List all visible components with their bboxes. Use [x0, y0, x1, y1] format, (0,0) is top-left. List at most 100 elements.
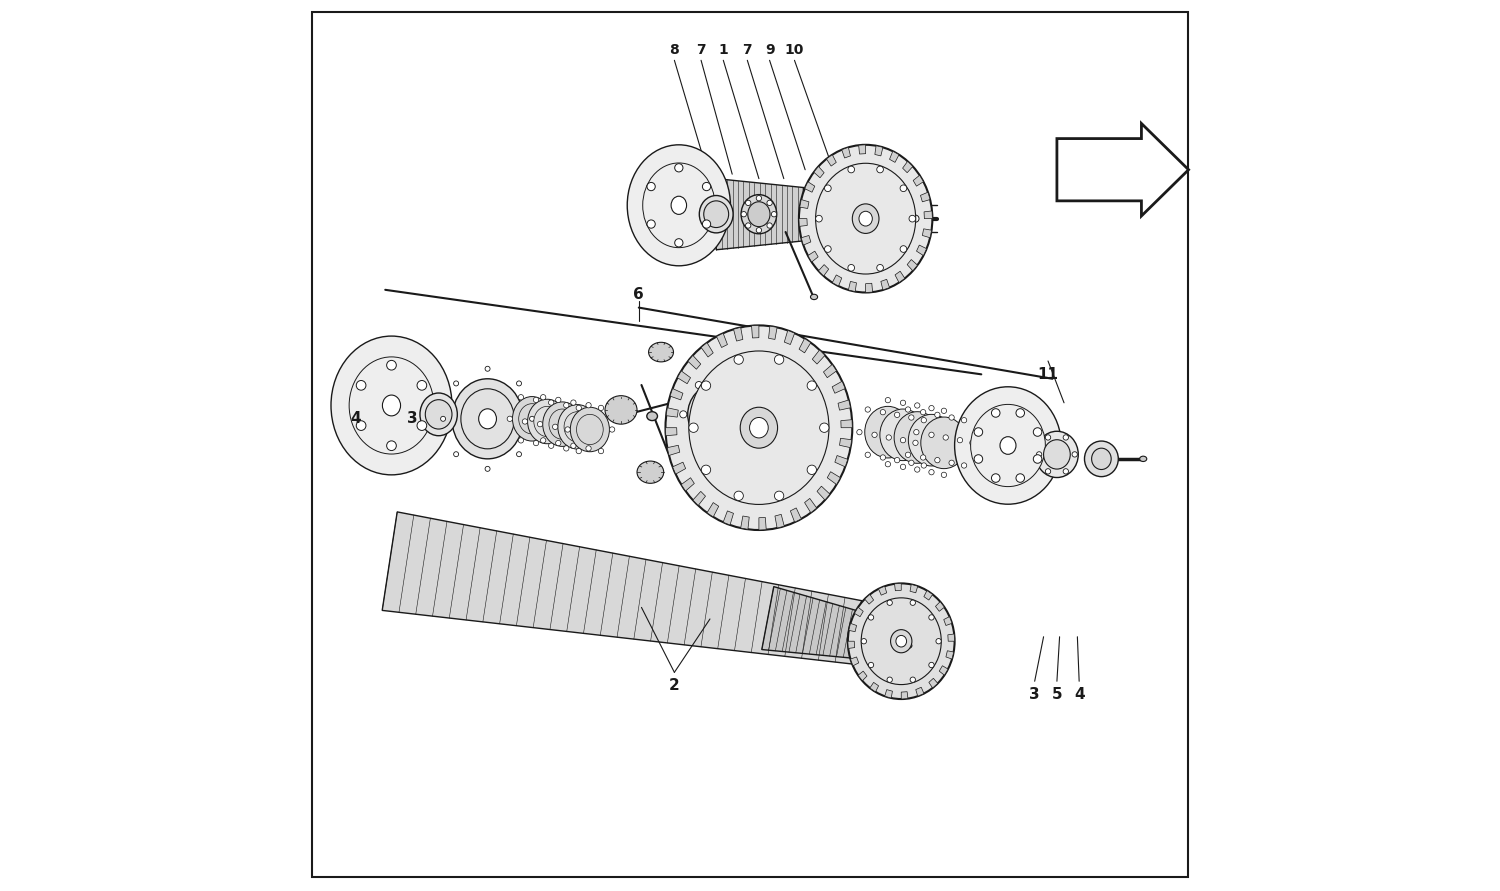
Circle shape	[915, 467, 920, 472]
Circle shape	[564, 446, 568, 451]
Ellipse shape	[638, 461, 663, 483]
Ellipse shape	[861, 598, 942, 684]
Polygon shape	[678, 371, 690, 384]
Circle shape	[441, 416, 446, 421]
Polygon shape	[818, 486, 830, 500]
Circle shape	[942, 472, 946, 478]
Circle shape	[914, 429, 920, 435]
Polygon shape	[916, 245, 927, 256]
Circle shape	[576, 448, 582, 454]
Circle shape	[357, 380, 366, 390]
Circle shape	[1034, 454, 1042, 463]
Polygon shape	[936, 601, 945, 611]
Ellipse shape	[921, 417, 968, 469]
Circle shape	[1046, 435, 1050, 440]
Circle shape	[519, 395, 524, 400]
Ellipse shape	[528, 399, 567, 444]
Polygon shape	[847, 642, 855, 649]
Circle shape	[906, 407, 910, 413]
Circle shape	[876, 265, 884, 271]
Ellipse shape	[1140, 456, 1148, 462]
Polygon shape	[804, 182, 814, 192]
Polygon shape	[768, 326, 777, 339]
Polygon shape	[890, 151, 898, 162]
Polygon shape	[842, 147, 850, 158]
Circle shape	[766, 223, 772, 228]
Circle shape	[537, 421, 543, 427]
Ellipse shape	[1000, 437, 1016, 454]
Polygon shape	[827, 155, 837, 166]
Polygon shape	[903, 161, 914, 173]
Ellipse shape	[816, 163, 915, 274]
Polygon shape	[922, 229, 932, 238]
Circle shape	[969, 440, 975, 446]
Polygon shape	[672, 462, 686, 474]
Ellipse shape	[865, 406, 910, 458]
Polygon shape	[813, 350, 825, 364]
Ellipse shape	[880, 409, 926, 461]
Ellipse shape	[513, 396, 552, 441]
Circle shape	[675, 164, 682, 172]
Polygon shape	[717, 333, 728, 347]
Circle shape	[771, 211, 777, 217]
Circle shape	[586, 446, 591, 451]
Circle shape	[880, 454, 885, 460]
Circle shape	[807, 465, 816, 475]
Circle shape	[853, 189, 861, 196]
Circle shape	[774, 491, 784, 501]
Circle shape	[942, 408, 946, 413]
Circle shape	[886, 435, 891, 440]
Circle shape	[928, 615, 934, 620]
Circle shape	[914, 440, 918, 446]
Circle shape	[555, 397, 561, 403]
Circle shape	[886, 677, 892, 683]
Circle shape	[847, 166, 855, 173]
Circle shape	[825, 246, 831, 252]
Circle shape	[680, 411, 687, 418]
Circle shape	[675, 239, 682, 247]
Polygon shape	[864, 594, 873, 604]
Polygon shape	[801, 235, 812, 245]
Circle shape	[756, 195, 762, 200]
Polygon shape	[908, 259, 918, 271]
Circle shape	[417, 421, 426, 430]
Polygon shape	[734, 327, 742, 341]
Circle shape	[900, 185, 908, 192]
Ellipse shape	[750, 418, 768, 438]
Circle shape	[570, 443, 576, 448]
Circle shape	[909, 415, 914, 421]
Circle shape	[957, 437, 963, 443]
Circle shape	[507, 416, 513, 421]
Text: 4: 4	[351, 412, 361, 426]
Polygon shape	[914, 176, 924, 186]
Circle shape	[1036, 452, 1042, 457]
Polygon shape	[915, 687, 924, 696]
Circle shape	[530, 416, 534, 421]
Polygon shape	[800, 339, 812, 353]
Polygon shape	[948, 634, 954, 642]
Circle shape	[880, 410, 885, 415]
Circle shape	[484, 466, 490, 471]
Polygon shape	[928, 678, 938, 688]
Circle shape	[853, 241, 861, 249]
Circle shape	[909, 216, 915, 222]
Circle shape	[878, 177, 885, 184]
Circle shape	[844, 215, 852, 222]
Polygon shape	[850, 657, 858, 666]
Polygon shape	[741, 516, 748, 529]
Circle shape	[726, 440, 734, 447]
Circle shape	[564, 403, 568, 408]
Circle shape	[974, 428, 982, 437]
Circle shape	[702, 183, 711, 191]
Circle shape	[1016, 409, 1025, 417]
Circle shape	[597, 424, 603, 429]
Polygon shape	[842, 420, 852, 428]
Ellipse shape	[688, 351, 830, 504]
Circle shape	[992, 409, 1000, 417]
Polygon shape	[681, 478, 694, 491]
Circle shape	[453, 381, 459, 386]
Polygon shape	[858, 671, 867, 681]
Polygon shape	[858, 145, 865, 154]
Polygon shape	[804, 498, 816, 513]
Polygon shape	[815, 167, 824, 178]
